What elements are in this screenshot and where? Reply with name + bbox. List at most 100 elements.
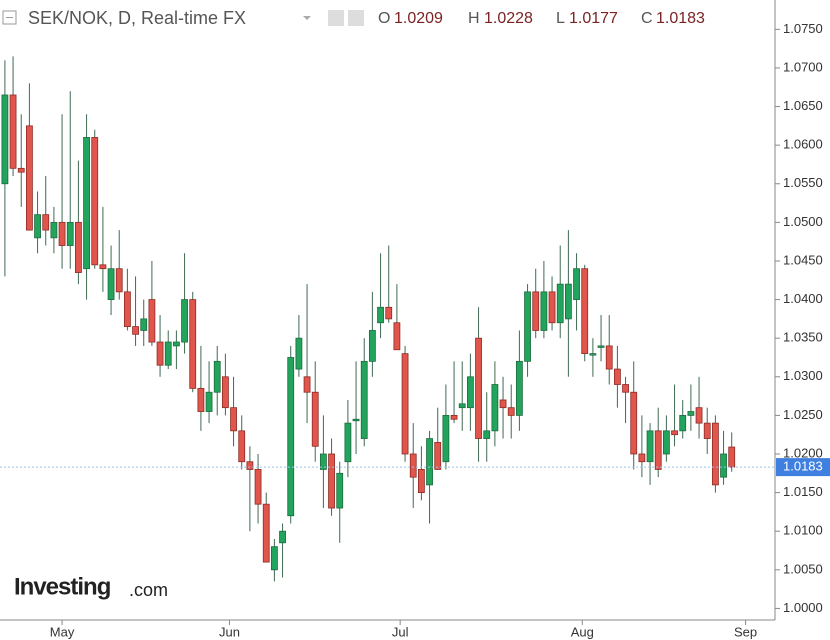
candle-body: [99, 264, 107, 270]
candle-body: [246, 461, 254, 470]
candle-body: [720, 453, 727, 478]
x-tick-label: Sep: [734, 624, 757, 639]
candle-body: [393, 322, 401, 351]
candle-body: [17, 167, 25, 173]
candle-body: [295, 337, 303, 370]
candle-body: [507, 407, 515, 416]
candle-body: [34, 214, 41, 239]
candle-body: [491, 384, 499, 432]
candle-body: [654, 430, 662, 470]
candle-body: [205, 391, 213, 412]
candle-body: [597, 345, 605, 348]
candle-body: [532, 291, 540, 331]
logo-suffix: .com: [129, 580, 168, 600]
candle-body: [385, 306, 393, 320]
candle-body: [107, 268, 115, 300]
y-tick-label: 1.0200: [783, 445, 823, 460]
snapshot-icon[interactable]: [328, 10, 344, 26]
candle-body: [605, 345, 613, 370]
candle-body: [662, 430, 670, 455]
candle-body: [671, 430, 678, 436]
candle-body: [9, 94, 17, 169]
y-tick-label: 1.0750: [783, 21, 823, 36]
candle-body: [328, 453, 335, 509]
candle-body: [581, 268, 589, 355]
candle-body: [262, 503, 270, 563]
candle-body: [213, 360, 221, 393]
candle-body: [458, 403, 466, 409]
candle-body: [172, 341, 180, 347]
candle-body: [25, 125, 33, 231]
chart-title: SEK/NOK, D, Real-time FX: [28, 8, 246, 28]
candle-body: [279, 530, 286, 544]
candle-body: [42, 214, 50, 231]
candle-body: [564, 283, 572, 320]
y-tick-label: 1.0350: [783, 330, 823, 345]
candle-body: [344, 422, 352, 463]
candle-body: [417, 469, 425, 494]
candle-body: [303, 376, 311, 393]
candle-body: [270, 546, 278, 571]
candle-body: [221, 376, 229, 409]
candle-body: [377, 306, 384, 324]
y-tick-label: 1.0550: [783, 175, 823, 190]
candle-body: [499, 399, 507, 409]
candle-body: [589, 353, 597, 356]
candle-body: [638, 453, 646, 463]
candle-body: [140, 318, 148, 331]
plot-area: [1, 56, 736, 582]
x-tick-label: Jul: [392, 624, 409, 639]
ohlc-label: O: [378, 10, 390, 27]
ohlc-label: L: [556, 10, 565, 27]
y-tick-label: 1.0400: [783, 291, 823, 306]
y-tick-label: 1.0050: [783, 561, 823, 576]
candle-body: [687, 411, 695, 416]
collapse-icon[interactable]: [2, 10, 17, 25]
logo-brand: Investing: [14, 573, 111, 600]
candle-body: [197, 387, 205, 412]
ohlc-label: C: [641, 10, 653, 27]
y-tick-label: 1.0250: [783, 407, 823, 422]
y-tick-label: 1.0100: [783, 523, 823, 538]
candle-body: [336, 472, 344, 509]
candle-body: [132, 326, 139, 335]
candle-body: [515, 360, 523, 416]
candle-body: [230, 407, 237, 432]
candle-body: [548, 291, 556, 324]
candle-body: [148, 299, 156, 343]
ohlc-value: 1.0177: [569, 10, 618, 27]
candle-body: [360, 360, 368, 439]
candle-body: [483, 430, 491, 439]
candle-body: [540, 291, 548, 331]
candle-body: [630, 391, 638, 455]
y-tick-label: 1.0150: [783, 484, 823, 499]
candle-body: [695, 407, 703, 424]
candle-body: [622, 384, 629, 393]
candle-body: [450, 414, 458, 420]
settings-icon[interactable]: [348, 10, 364, 26]
x-tick-label: May: [50, 624, 75, 639]
ohlc-label: H: [468, 10, 480, 27]
candle-body: [466, 376, 474, 409]
candle-body: [556, 283, 564, 324]
ohlc-value: 1.0183: [656, 10, 705, 27]
last-price-box: [776, 458, 830, 477]
candle-body: [91, 137, 99, 266]
candle-body: [83, 137, 90, 270]
candle-body: [238, 430, 246, 463]
candle-body: [115, 268, 123, 293]
candle-body: [711, 422, 719, 486]
candle-body: [475, 337, 482, 439]
y-tick-label: 1.0000: [783, 600, 823, 615]
candle-body: [164, 341, 172, 366]
candle-body: [613, 368, 621, 385]
candle-body: [74, 221, 82, 273]
y-tick-label: 1.0600: [783, 137, 823, 152]
candle-body: [646, 430, 654, 463]
candle-body: [524, 291, 531, 362]
dropdown-caret[interactable]: [303, 16, 311, 20]
candle-body: [123, 291, 131, 328]
x-tick-label: Jun: [219, 624, 240, 639]
candle-body: [434, 442, 442, 470]
